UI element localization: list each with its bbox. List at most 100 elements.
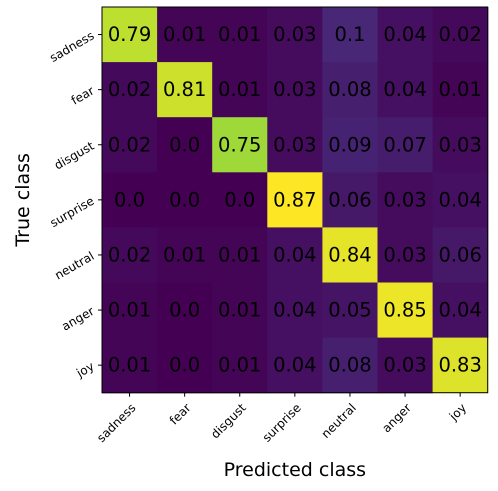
heatmap-cell [377, 282, 434, 339]
cell-value-label: 0.83 [438, 354, 481, 377]
heatmap-cell [102, 227, 158, 284]
cell-value-label: 0.02 [108, 243, 151, 266]
x-tick-label: surprise [260, 401, 304, 445]
cell-value-label: 0.04 [438, 188, 481, 211]
heatmap-cell [212, 62, 268, 118]
heatmap-cell [322, 227, 379, 284]
cell-value-label: 0.09 [328, 133, 371, 156]
cell-value-label: 0.87 [273, 188, 316, 211]
heatmap-cell [322, 172, 379, 228]
heatmap-cell [157, 282, 213, 339]
heatmap-cell [432, 62, 489, 118]
cell-value-label: 0.03 [383, 243, 426, 266]
cell-value-label: 0.03 [438, 133, 481, 156]
cell-value-label: 0.0 [169, 133, 200, 156]
cell-value-label: 0.03 [273, 133, 316, 156]
heatmap-cell [377, 172, 434, 228]
heatmap-cell [267, 337, 323, 394]
heatmap-cell [212, 282, 268, 339]
cell-value-label: 0.0 [169, 188, 200, 211]
heatmap-cell [102, 7, 158, 63]
cell-value-label: 0.08 [328, 78, 371, 101]
heatmap-cell [322, 337, 379, 394]
cell-value-label: 0.03 [273, 78, 316, 101]
y-tick-label: neutral [52, 249, 96, 283]
heatmap-cell [102, 117, 158, 173]
heatmap-cells [102, 7, 489, 394]
heatmap-cell [377, 227, 434, 284]
heatmap-cell [212, 172, 268, 228]
y-tick-label: surprise [48, 194, 97, 230]
heatmap-cell [212, 7, 268, 63]
heatmap-cell [432, 172, 489, 228]
y-axis-ticks: sadness fear disgust surprise neutral anger jo… [47, 28, 102, 381]
x-tick-label: disgust [208, 401, 249, 442]
heatmap-cell [267, 62, 323, 118]
cell-value-label: 0.04 [273, 354, 316, 377]
heatmap-cell [102, 62, 158, 118]
cell-value-label: 0.0 [114, 188, 145, 211]
y-tick-label: anger [59, 304, 96, 334]
cell-value-label: 0.81 [163, 78, 206, 101]
heatmap-cell [432, 117, 489, 173]
cell-value-label: 0.01 [108, 354, 151, 377]
y-tick-label: disgust [52, 139, 97, 173]
heatmap-cell [102, 172, 158, 228]
heatmap-cell [322, 62, 379, 118]
cell-value-label: 0.01 [218, 299, 261, 322]
heatmap-cell [157, 117, 213, 173]
heatmap-cell [377, 337, 434, 394]
cell-value-label: 0.84 [328, 243, 371, 266]
heatmap-cell [212, 227, 268, 284]
heatmap-cell [377, 117, 434, 173]
heatmap-cell [157, 172, 213, 228]
heatmap-cell [267, 282, 323, 339]
heatmap-cell [157, 7, 213, 63]
heatmap-cell [432, 337, 489, 394]
cell-value-label: 0.04 [438, 299, 481, 322]
cell-value-label: 0.04 [273, 243, 316, 266]
y-axis-title: True class [12, 153, 34, 248]
heatmap-cell-labels: 0.79 0.01 0.01 0.03 0.1 0.04 0.02 0.02 0.81 0.01 0… [108, 23, 482, 377]
heatmap-cell [432, 227, 489, 284]
cell-value-label: 0.07 [383, 133, 426, 156]
cell-value-label: 0.85 [383, 299, 426, 322]
heatmap-cell [212, 117, 268, 173]
x-tick-label: fear [167, 401, 194, 428]
cell-value-label: 0.01 [218, 354, 261, 377]
cell-value-label: 0.1 [334, 23, 365, 46]
heatmap-cell [322, 282, 379, 339]
cell-value-label: 0.0 [169, 354, 200, 377]
cell-value-label: 0.01 [163, 23, 206, 46]
x-tick-label: anger [379, 401, 414, 436]
cell-value-label: 0.06 [438, 243, 481, 266]
heatmap-cell [322, 117, 379, 173]
cell-value-label: 0.06 [328, 188, 371, 211]
x-tick-label: neutral [319, 401, 359, 441]
cell-value-label: 0.01 [218, 23, 261, 46]
cell-value-label: 0.01 [108, 299, 151, 322]
cell-value-label: 0.0 [224, 188, 255, 211]
heatmap-cell [322, 7, 379, 63]
x-tick-label: joy [446, 401, 469, 424]
heatmap-cell [157, 227, 213, 284]
cell-value-label: 0.01 [218, 78, 261, 101]
x-axis-ticks: sadness fear disgust surprise neutral anger jo… [94, 392, 469, 445]
cell-value-label: 0.01 [163, 243, 206, 266]
y-tick-label: joy [73, 359, 96, 381]
y-tick-label: fear [69, 84, 97, 108]
cell-value-label: 0.08 [328, 354, 371, 377]
cell-value-label: 0.04 [383, 78, 426, 101]
cell-value-label: 0.79 [108, 23, 151, 46]
cell-value-label: 0.01 [218, 243, 261, 266]
heatmap-cell [267, 7, 323, 63]
heatmap-cell [157, 62, 213, 118]
heatmap-cell [377, 62, 434, 118]
x-axis-title: Predicted class [224, 459, 366, 481]
cell-value-label: 0.05 [328, 299, 371, 322]
cell-value-label: 0.03 [273, 23, 316, 46]
cell-value-label: 0.03 [383, 188, 426, 211]
y-tick-label: sadness [47, 28, 96, 64]
cell-value-label: 0.02 [108, 133, 151, 156]
